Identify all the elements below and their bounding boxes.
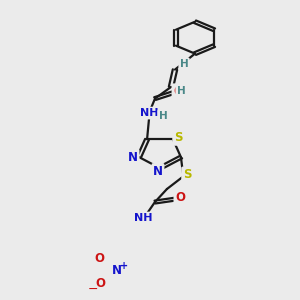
Text: S: S (174, 131, 182, 144)
Text: NH: NH (140, 108, 158, 118)
Text: H: H (177, 85, 185, 96)
Text: S: S (183, 168, 191, 181)
Text: +: + (120, 261, 128, 271)
Text: O: O (95, 277, 105, 290)
Text: −: − (88, 283, 98, 296)
Text: O: O (173, 85, 183, 98)
Text: O: O (94, 252, 104, 265)
Text: N: N (153, 164, 163, 178)
Text: N: N (128, 151, 138, 164)
Text: H: H (159, 111, 167, 121)
Text: N: N (112, 264, 122, 277)
Text: H: H (180, 59, 188, 69)
Text: NH: NH (134, 213, 152, 223)
Text: O: O (175, 191, 185, 204)
